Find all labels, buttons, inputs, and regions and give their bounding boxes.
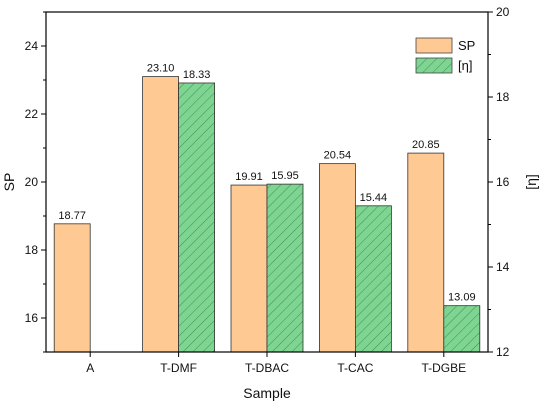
legend-swatch-sp [415,37,453,54]
data-label-sp-a: 18.77 [58,210,86,222]
bar-sp-t-dbac [230,184,268,353]
data-labels-group: 18.77 23.10 19.91 20.54 20.85 18.33 15.95 15.44… [58,63,475,304]
data-label-eta-t-dbac: 15.95 [271,170,299,182]
legend: SP [η] [415,37,475,74]
right-axis: 12 14 16 18 20 [488,5,510,359]
bar-eta-t-cac [354,205,392,353]
left-tick-label-18: 18 [25,243,39,257]
x-tick-label-t-dmf: T-DMF [160,361,197,375]
data-label-eta-t-cac: 15.44 [360,192,388,204]
x-tick-label-t-dgbe: T-DGBE [421,361,466,375]
right-tick-label-12: 12 [496,345,510,359]
x-tick-label-t-cac: T-CAC [337,361,373,375]
bar-eta-t-dgbe [443,305,481,353]
left-tick-label-24: 24 [25,39,39,53]
data-label-sp-t-dgbe: 20.85 [412,139,440,151]
right-tick-label-20: 20 [496,5,510,19]
right-tick-label-18: 18 [496,90,510,104]
bar-eta-t-dbac [266,183,304,353]
bars-group [53,76,481,353]
data-label-sp-t-dmf: 23.10 [147,63,175,75]
right-tick-label-16: 16 [496,175,510,189]
legend-label-eta: [η] [458,58,472,73]
data-label-sp-t-cac: 20.54 [324,150,352,162]
bar-eta-t-dmf [178,82,216,353]
y-axis-title: SP [1,173,17,192]
bar-sp-t-cac [318,163,356,353]
x-tick-label-t-dbac: T-DBAC [245,361,289,375]
legend-label-sp: SP [458,38,475,53]
bar-sp-t-dgbe [407,152,445,353]
bar-sp-a [53,223,91,353]
left-axis: 16 18 20 22 24 [25,11,46,353]
data-label-sp-t-dbac: 19.91 [235,171,263,183]
x-axis: A T-DMF T-DBAC T-CAC T-DGBE [86,352,466,375]
right-tick-label-14: 14 [496,260,510,274]
left-tick-label-22: 22 [25,107,39,121]
x-axis-title: Sample [243,385,291,401]
data-label-eta-t-dmf: 18.33 [183,69,211,81]
data-label-eta-t-dgbe: 13.09 [448,292,476,304]
left-tick-label-16: 16 [25,311,39,325]
legend-swatch-eta [415,57,453,74]
left-tick-label-20: 20 [25,175,39,189]
bar-sp-t-dmf [142,76,180,353]
y2-axis-title: [η] [523,174,539,190]
x-tick-label-a: A [86,361,94,375]
